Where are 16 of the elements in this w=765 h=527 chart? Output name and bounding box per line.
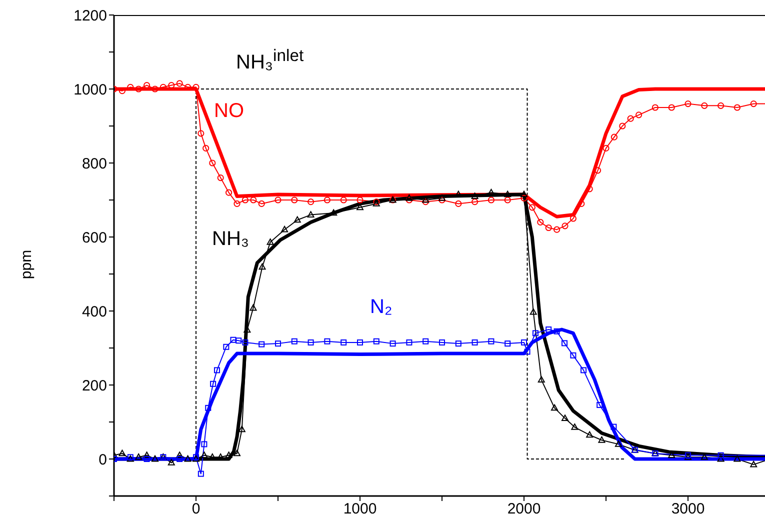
y-tick-label: 200 bbox=[82, 377, 107, 394]
series-label: NH₃$^{inlet}$ bbox=[236, 46, 304, 75]
y-tick-label: 800 bbox=[82, 155, 107, 172]
x-tick-label: 1000 bbox=[343, 500, 377, 518]
series-label: NH₃ bbox=[212, 228, 250, 251]
y-tick-label: 1000 bbox=[74, 81, 107, 98]
x-tick-label: 0 bbox=[192, 500, 200, 518]
y-tick-label: 0 bbox=[98, 451, 107, 468]
series-label: NO bbox=[214, 100, 244, 123]
x-tick-label: 3000 bbox=[671, 500, 705, 518]
y-tick-label: 400 bbox=[82, 303, 107, 320]
series-label: N₂ bbox=[370, 296, 392, 319]
x-tick-label: 2000 bbox=[507, 500, 541, 518]
y-axis-title: ppm bbox=[18, 250, 36, 280]
y-tick-label: 1200 bbox=[74, 7, 107, 24]
y-tick-label: 600 bbox=[82, 229, 107, 246]
